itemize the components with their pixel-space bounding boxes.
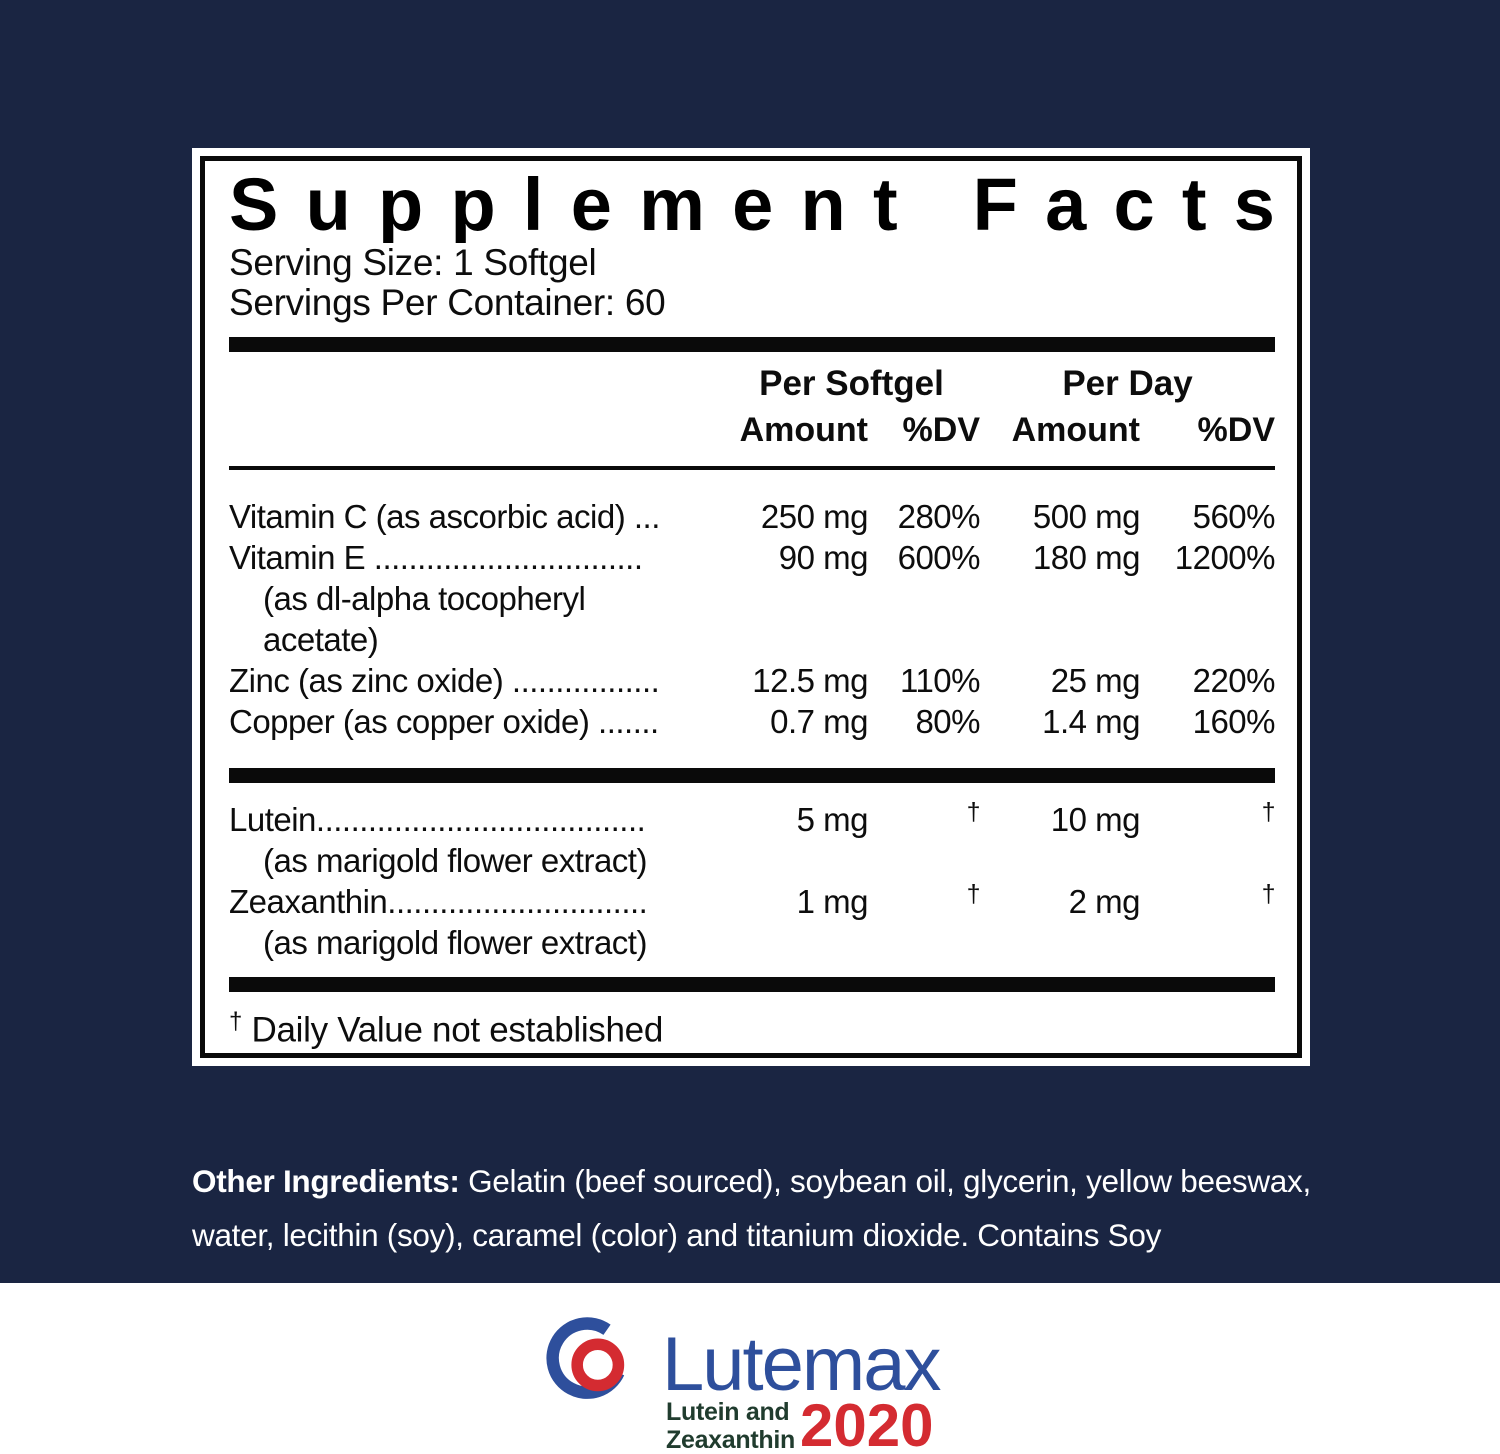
amount-per-softgel: 5 mg [796,801,869,838]
amount-per-softgel: 90 mg [778,539,869,576]
logo-subtitle: Lutein and Zeaxanthin [666,1398,795,1454]
amount-per-day: 2 mg [1068,883,1141,920]
nutrient-subline: (as marigold flower extract) [229,922,1275,963]
dagger-symbol: † [229,1008,243,1035]
dv-per-day-header: %DV [1197,411,1275,449]
nutrient-subline: acetate) [229,619,1275,660]
column-group-header-row: Per Softgel Per Day [229,352,1275,404]
nutrient-row-zeaxanthin: Zeaxanthin..............................… [229,880,1276,922]
amount-per-day: 180 mg [1032,539,1141,576]
divider-bar-top [229,337,1275,352]
amount-per-softgel-header: Amount [739,411,868,449]
nutrient-row-zinc: Zinc (as zinc oxide) ................. 1… [229,660,1276,701]
servings-per-container: Servings Per Container: 60 [229,282,666,323]
dv-per-softgel: 280% [897,498,981,535]
column-header-row: Amount %DV Amount %DV [229,404,1275,452]
nutrient-name: Vitamin C (as ascorbic acid) ... [229,498,660,535]
bottom-strip [0,1283,1500,1454]
serving-size: Serving Size: 1 Softgel [229,242,597,283]
logo-subtitle-line2: Zeaxanthin [666,1426,795,1454]
nutrient-row-lutein: Lutein..................................… [229,798,1276,840]
dv-per-day-dagger: † [1261,880,1276,908]
divider-rule-thin [229,466,1275,470]
nutrient-subline-text: acetate) [263,621,379,658]
other-ingredients-line2: water, lecithin (soy), caramel (color) a… [192,1216,1162,1253]
nutrient-subline-text: (as marigold flower extract) [263,924,647,961]
amount-per-softgel: 250 mg [760,498,869,535]
amount-per-day: 25 mg [1050,662,1141,699]
lutemax-logo-icon [546,1317,625,1399]
other-ingredients-paragraph: Other Ingredients: Gelatin (beef sourced… [192,1154,1372,1262]
other-ingredients-line1: Gelatin (beef sourced), soybean oil, gly… [468,1162,1311,1199]
amount-per-day: 1.4 mg [1042,703,1140,740]
nutrient-subline: (as marigold flower extract) [229,840,1275,881]
dv-per-day: 220% [1192,662,1276,699]
dv-per-softgel: 110% [900,662,980,699]
per-day-header: Per Day [1062,364,1193,403]
dv-per-day: 560% [1192,498,1276,535]
logo-subtitle-line1: Lutein and [666,1398,790,1426]
amount-per-day: 500 mg [1032,498,1141,535]
amount-per-day-header: Amount [1011,411,1140,449]
nutrient-name: Zeaxanthin.............................. [229,883,648,920]
amount-per-softgel: 1 mg [796,883,869,920]
lutemax-wordmark: Lutemax [662,1322,941,1407]
dv-per-softgel-dagger: † [966,798,981,826]
nutrient-name: Copper (as copper oxide) ....... [229,703,659,740]
dv-per-day-dagger: † [1261,798,1276,826]
dv-per-softgel: 600% [897,539,981,576]
dv-per-day: 1200% [1174,539,1276,576]
nutrient-subline: (as dl-alpha tocopheryl [229,578,1275,619]
amount-per-day: 10 mg [1050,801,1141,838]
divider-bar-bottom [229,977,1275,992]
spacer-cell [229,408,723,452]
amount-per-softgel: 12.5 mg [752,662,868,699]
nutrient-name: Zinc (as zinc oxide) ................. [229,662,660,699]
dv-per-day: 160% [1192,703,1276,740]
nutrient-name: Lutein..................................… [229,801,646,838]
other-ingredients-label: Other Ingredients: [192,1162,460,1199]
nutrient-subline-text: (as marigold flower extract) [263,842,647,879]
per-softgel-header: Per Softgel [759,364,944,403]
nutrient-row-vitamin-e: Vitamin E ..............................… [229,537,1276,578]
dv-per-softgel-dagger: † [966,880,981,908]
dv-per-softgel-header: %DV [902,411,980,449]
nutrient-subline-text: (as dl-alpha tocopheryl [263,580,586,617]
footnote-text: Daily Value not established [251,1010,664,1050]
nutrient-row-vitamin-c: Vitamin C (as ascorbic acid) ... 250 mg … [229,496,1276,537]
nutrient-name: Vitamin E ..............................… [229,539,643,576]
nutrient-row-copper: Copper (as copper oxide) ....... 0.7 mg … [229,701,1276,742]
logo-year: 2020 [800,1392,934,1454]
divider-bar-middle [229,768,1275,783]
daily-value-footnote: † Daily Value not established [229,1008,1275,1051]
amount-per-softgel: 0.7 mg [770,703,868,740]
dv-per-softgel: 80% [915,703,980,740]
